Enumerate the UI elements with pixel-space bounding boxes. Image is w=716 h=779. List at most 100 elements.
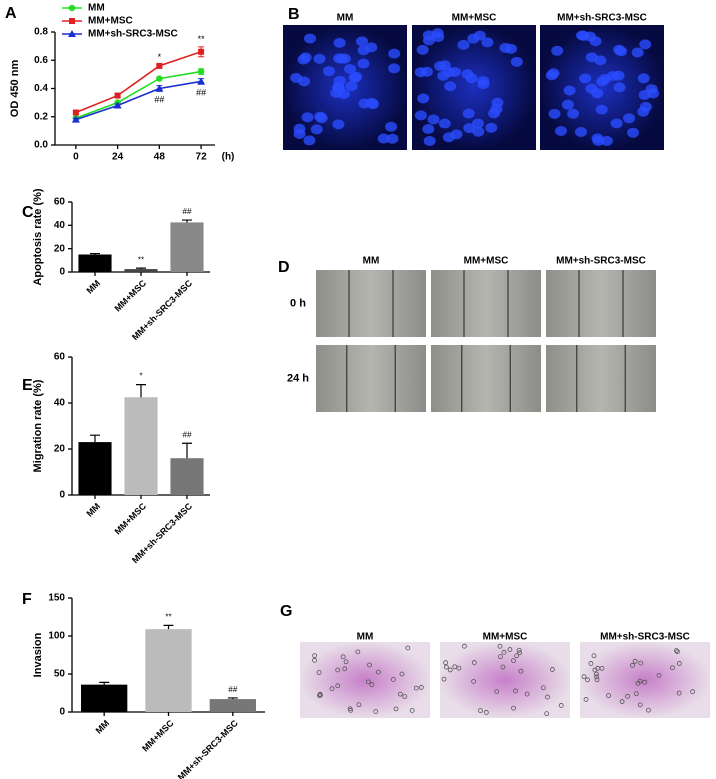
nucleus <box>579 73 592 84</box>
pore <box>585 677 590 683</box>
pore <box>516 647 522 653</box>
column-label: MM+sh-SRC3-MSC <box>557 13 647 24</box>
y-tick-label: 0.2 <box>34 111 48 122</box>
significance-label: ## <box>196 88 206 98</box>
pore <box>673 648 679 653</box>
pore <box>637 702 643 708</box>
nucleus <box>596 76 609 87</box>
column-label: MM+MSC <box>464 256 509 267</box>
micrograph <box>546 345 656 412</box>
nucleus <box>333 75 346 86</box>
y-tick-label: 0 <box>59 707 65 718</box>
pore <box>409 708 415 713</box>
nucleus <box>481 37 494 48</box>
pore <box>581 674 587 680</box>
nucleus <box>450 129 463 140</box>
pore <box>670 665 675 671</box>
pore <box>343 659 349 665</box>
nucleus <box>377 133 390 144</box>
pore <box>583 697 589 702</box>
pore <box>497 643 503 649</box>
pore <box>402 694 408 699</box>
nucleus <box>510 56 523 67</box>
pore <box>524 691 530 697</box>
pore <box>335 667 341 673</box>
pore <box>514 653 520 659</box>
marker <box>156 62 163 69</box>
nucleus <box>417 93 430 104</box>
significance-label: ## <box>183 430 192 439</box>
pore <box>591 653 597 659</box>
nucleus <box>444 81 457 92</box>
nucleus <box>600 135 613 146</box>
row-label: 24 h <box>287 372 309 384</box>
nucleus <box>592 135 605 146</box>
pore <box>373 709 379 715</box>
pore <box>540 685 546 691</box>
pore <box>513 688 518 694</box>
nucleus <box>422 35 435 46</box>
nucleus <box>434 61 447 72</box>
pore <box>511 658 516 664</box>
nucleus <box>335 53 348 64</box>
legend-label: MM+sh-SRC3-MSC <box>88 29 178 40</box>
marker <box>68 30 76 37</box>
significance-label: ** <box>198 34 206 44</box>
pore <box>316 670 322 675</box>
significance-label: * <box>158 52 162 62</box>
marker <box>71 115 80 123</box>
nucleus <box>472 118 485 129</box>
nucleus <box>627 127 640 138</box>
significance-label: * <box>139 372 142 381</box>
pore <box>461 643 467 649</box>
column-label: MM <box>357 632 374 643</box>
pore <box>690 689 696 695</box>
panel-letter: C <box>22 204 34 221</box>
nucleus <box>462 108 475 119</box>
x-tick-label: MM <box>84 501 102 519</box>
nucleus <box>365 42 378 53</box>
row-label: 0 h <box>290 297 306 309</box>
nucleus <box>615 46 628 57</box>
nucleus <box>350 71 363 82</box>
pore <box>329 686 335 692</box>
error-bar <box>182 219 192 223</box>
error-bar <box>90 252 100 255</box>
pore <box>507 647 513 652</box>
nucleus <box>548 108 561 119</box>
y-tick-label: 0.0 <box>34 140 48 151</box>
y-tick-label: 100 <box>48 631 65 642</box>
bar <box>145 629 192 712</box>
nucleus <box>299 52 312 63</box>
pore <box>594 677 600 683</box>
marker <box>113 101 122 109</box>
panel-letter: B <box>288 6 300 23</box>
nucleus <box>427 114 440 125</box>
y-axis-label: OD 450 nm <box>9 60 21 118</box>
nucleus <box>344 64 357 75</box>
bar <box>78 442 112 495</box>
x-tick-label: MM+MSC <box>113 278 149 314</box>
nucleus <box>467 33 480 44</box>
pore <box>443 660 449 666</box>
nucleus <box>431 28 444 39</box>
pore <box>544 711 550 717</box>
pore <box>676 690 682 696</box>
legend-label: MM+MSC <box>88 16 133 27</box>
pore <box>456 665 462 671</box>
nucleus <box>414 110 427 121</box>
nucleus <box>423 135 436 146</box>
pore <box>447 667 453 673</box>
nucleus <box>567 108 580 119</box>
error-bar <box>90 434 100 443</box>
pore <box>630 662 635 668</box>
marker <box>68 4 76 12</box>
bar <box>124 397 158 495</box>
nucleus <box>442 67 455 78</box>
error-bar <box>136 267 146 270</box>
panel-letter: D <box>278 259 290 276</box>
significance-label: ## <box>228 685 237 694</box>
y-tick-label: 50 <box>54 669 66 680</box>
pore <box>594 674 599 680</box>
